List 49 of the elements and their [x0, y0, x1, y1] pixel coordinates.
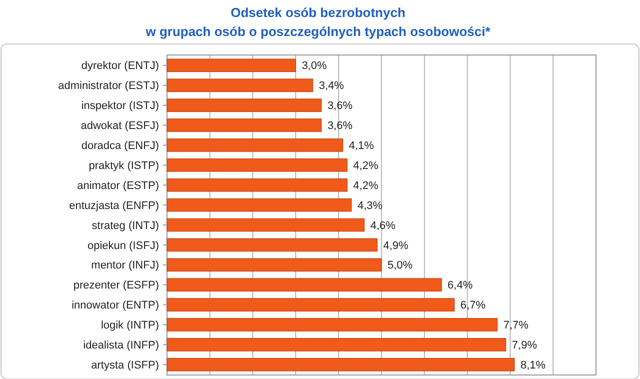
- data-label: 3,0%: [302, 60, 327, 72]
- y-tick-label: dyrektor (ENTJ): [81, 60, 159, 72]
- chart-title: Odsetek osób bezrobotnych w grupach osób o poszczególnych typach osobowości*: [144, 5, 492, 39]
- data-label: 6,4%: [448, 280, 473, 292]
- y-tick-label: mentor (INFJ): [91, 260, 159, 272]
- data-label: 4,3%: [357, 200, 383, 212]
- y-tick-label: administrator (ESTJ): [58, 80, 159, 92]
- bar: [166, 178, 348, 192]
- bar: [166, 158, 348, 172]
- data-label: 5,0%: [388, 260, 413, 272]
- bar: [166, 238, 378, 252]
- y-tick-label: opiekun (ISFJ): [87, 240, 159, 252]
- y-tick-label: artysta (ISFP): [91, 359, 159, 372]
- bar: [166, 298, 455, 312]
- data-label: 7,9%: [512, 340, 538, 352]
- bar: [166, 78, 314, 92]
- bar: [166, 98, 322, 112]
- data-label: 3,6%: [327, 100, 353, 112]
- data-label: 8,1%: [520, 359, 546, 372]
- y-tick-label: innowator (ENTP): [72, 300, 159, 312]
- bar: [166, 138, 344, 152]
- data-label: 4,9%: [383, 240, 408, 252]
- bar: [166, 318, 498, 332]
- bar: [166, 278, 442, 292]
- data-label: 3,4%: [318, 80, 344, 92]
- bar: [166, 218, 365, 232]
- y-tick-label: doradca (ENFJ): [81, 140, 159, 152]
- data-label: 6,7%: [460, 300, 486, 312]
- data-label: 4,1%: [348, 140, 374, 152]
- y-tick-label: adwokat (ESFJ): [80, 120, 159, 132]
- data-label: 4,2%: [353, 180, 378, 192]
- bar: [166, 198, 352, 212]
- y-tick-label: prezenter (ESFP): [73, 280, 159, 292]
- data-label: 7,7%: [503, 320, 529, 332]
- y-tick-label: inspektor (ISTJ): [81, 100, 159, 112]
- data-label: 3,6%: [327, 120, 353, 132]
- y-tick-label: logik (INTP): [100, 320, 159, 332]
- bar: [166, 358, 515, 372]
- bar: [166, 338, 506, 352]
- y-tick-label: strateg (INTJ): [92, 220, 159, 232]
- bar: [166, 118, 322, 132]
- y-tick-label: idealista (INFP): [83, 340, 159, 352]
- bar: [166, 58, 296, 72]
- y-tick-label: entuzjasta (ENFP): [69, 200, 159, 212]
- data-label: 4,6%: [370, 220, 396, 232]
- bar: [166, 258, 382, 272]
- data-label: 4,2%: [353, 160, 378, 172]
- y-tick-label: praktyk (ISTP): [88, 160, 159, 172]
- y-tick-label: animator (ESTP): [77, 180, 159, 192]
